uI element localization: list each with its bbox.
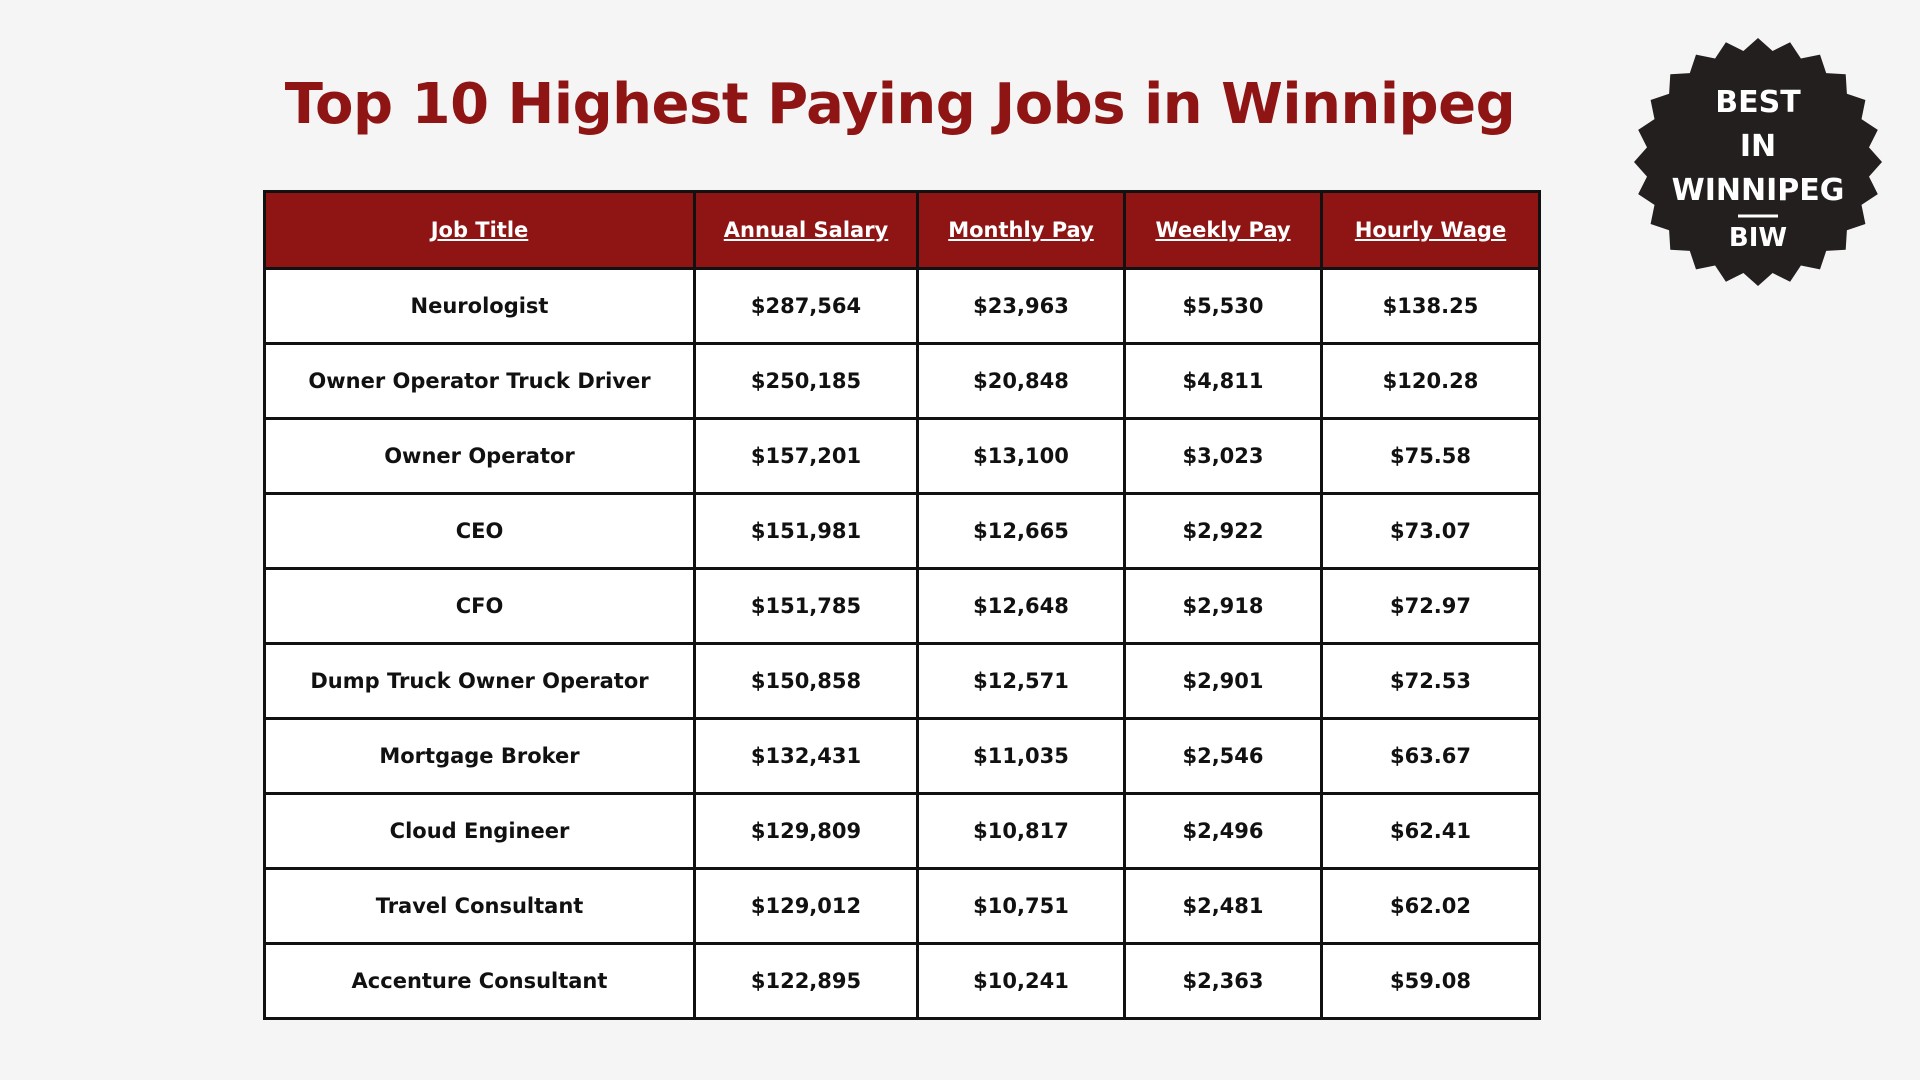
table-row: CEO $151,981 $12,665 $2,922 $73.07 [263, 492, 1541, 570]
pay-cell: $2,546 [1123, 717, 1323, 795]
pay-cell: $12,648 [916, 567, 1126, 645]
pay-cell: $138.25 [1320, 267, 1541, 345]
table-body: Neurologist $287,564 $23,963 $5,530 $138.25 O… [263, 267, 1541, 1020]
header-row: Job Title Annual Salary Monthly Pay Weekly … [263, 190, 1541, 270]
pay-cell: $2,918 [1123, 567, 1323, 645]
badge-text: IN [1740, 129, 1776, 164]
job-title-cell: Owner Operator [263, 417, 696, 495]
column-header: Weekly Pay [1123, 190, 1323, 270]
job-title-cell: Travel Consultant [263, 867, 696, 945]
pay-cell: $12,571 [916, 642, 1126, 720]
pay-cell: $10,241 [916, 942, 1126, 1020]
pay-cell: $10,817 [916, 792, 1126, 870]
table-row: Dump Truck Owner Operator $150,858 $12,571… [263, 642, 1541, 720]
badge-text: WINNIPEG [1672, 173, 1845, 208]
job-title-cell: Mortgage Broker [263, 717, 696, 795]
title: Top 10 Highest Paying Jobs in Winnipeg [284, 72, 1516, 137]
pay-cell: $132,431 [693, 717, 919, 795]
pay-cell: $13,100 [916, 417, 1126, 495]
pay-cell: $62.41 [1320, 792, 1541, 870]
column-header: Annual Salary [693, 190, 919, 270]
badge-seal [1634, 38, 1882, 286]
pay-cell: $72.53 [1320, 642, 1541, 720]
pay-cell: $2,922 [1123, 492, 1323, 570]
pay-cell: $287,564 [693, 267, 919, 345]
table-row: Travel Consultant $129,012 $10,751 $2,481 $6… [263, 867, 1541, 945]
pay-cell: $129,809 [693, 792, 919, 870]
pay-cell: $151,981 [693, 492, 919, 570]
pay-cell: $4,811 [1123, 342, 1323, 420]
pay-cell: $2,481 [1123, 867, 1323, 945]
pay-cell: $151,785 [693, 567, 919, 645]
job-title-cell: CFO [263, 567, 696, 645]
pay-cell: $122,895 [693, 942, 919, 1020]
pay-cell: $12,665 [916, 492, 1126, 570]
job-title-cell: Cloud Engineer [263, 792, 696, 870]
badge-text: BEST [1715, 85, 1801, 120]
job-title-cell: Accenture Consultant [263, 942, 696, 1020]
column-header: Monthly Pay [916, 190, 1126, 270]
pay-cell: $2,363 [1123, 942, 1323, 1020]
pay-cell: $129,012 [693, 867, 919, 945]
pay-cell: $250,185 [693, 342, 919, 420]
pay-cell: $20,848 [916, 342, 1126, 420]
pay-cell: $3,023 [1123, 417, 1323, 495]
job-title-cell: Owner Operator Truck Driver [263, 342, 696, 420]
table-row: Cloud Engineer $129,809 $10,817 $2,496 $62.4… [263, 792, 1541, 870]
badge: BEST IN WINNIPEG BIW [1634, 38, 1882, 286]
table-row: Owner Operator Truck Driver $250,185 $20,8… [263, 342, 1541, 420]
table-row: Owner Operator $157,201 $13,100 $3,023 $75.5… [263, 417, 1541, 495]
pay-cell: $2,496 [1123, 792, 1323, 870]
table-row: Accenture Consultant $122,895 $10,241 $2,36… [263, 942, 1541, 1020]
pay-cell: $75.58 [1320, 417, 1541, 495]
pay-cell: $157,201 [693, 417, 919, 495]
table-row: Neurologist $287,564 $23,963 $5,530 $138.25 [263, 267, 1541, 345]
pay-cell: $23,963 [916, 267, 1126, 345]
pay-cell: $150,858 [693, 642, 919, 720]
pay-cell: $2,901 [1123, 642, 1323, 720]
pay-cell: $59.08 [1320, 942, 1541, 1020]
table-row: CFO $151,785 $12,648 $2,918 $72.97 [263, 567, 1541, 645]
pay-cell: $63.67 [1320, 717, 1541, 795]
salary-table: Job Title Annual Salary Monthly Pay Weekly … [263, 190, 1541, 1020]
pay-cell: $72.97 [1320, 567, 1541, 645]
column-header: Job Title [263, 190, 696, 270]
pay-cell: $11,035 [916, 717, 1126, 795]
job-title-cell: Dump Truck Owner Operator [263, 642, 696, 720]
job-title-cell: Neurologist [263, 267, 696, 345]
pay-cell: $73.07 [1320, 492, 1541, 570]
pay-cell: $5,530 [1123, 267, 1323, 345]
badge-mark: BIW [1729, 223, 1787, 253]
pay-cell: $62.02 [1320, 867, 1541, 945]
pay-cell: $120.28 [1320, 342, 1541, 420]
pay-cell: $10,751 [916, 867, 1126, 945]
job-title-cell: CEO [263, 492, 696, 570]
column-header: Hourly Wage [1320, 190, 1541, 270]
table-row: Mortgage Broker $132,431 $11,035 $2,546 $63.… [263, 717, 1541, 795]
